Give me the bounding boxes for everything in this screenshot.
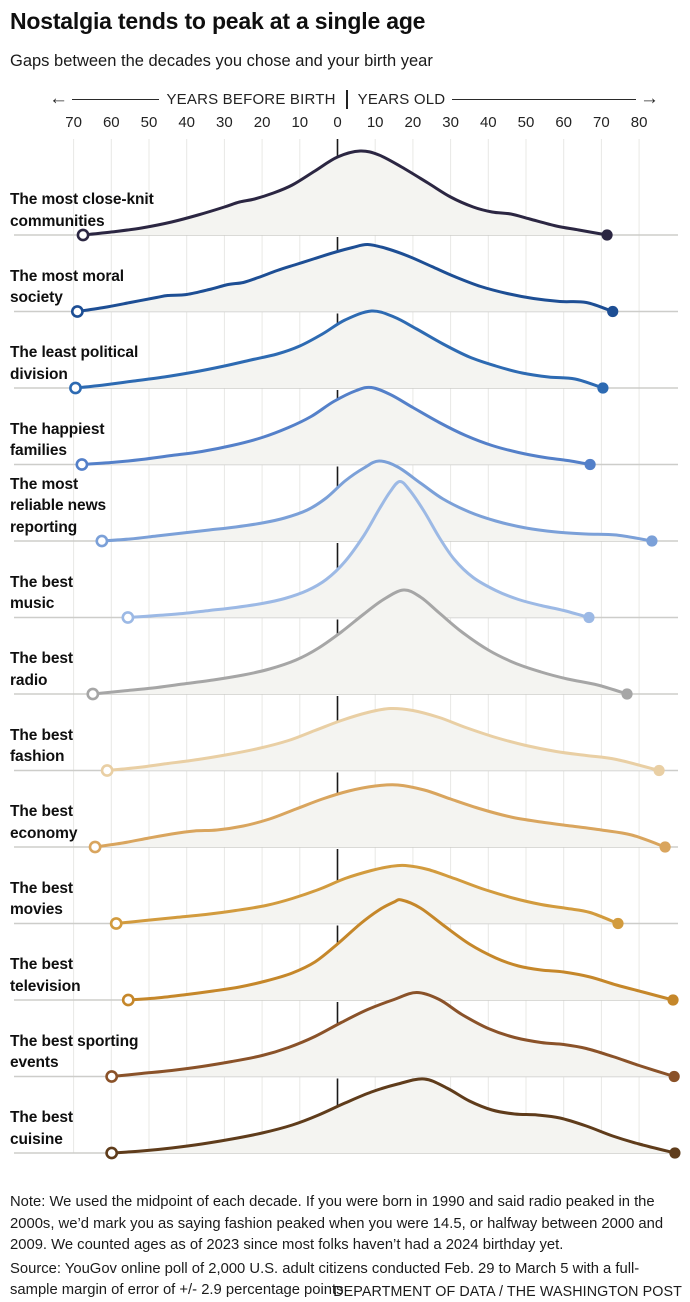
tick-label-20-after: 20 (404, 114, 422, 131)
row-label-the-most-reliable-news-reporting: The most reliable news reporting (10, 475, 107, 536)
ridge-row-12 (14, 991, 680, 1083)
right-end-dot (659, 841, 671, 853)
tick-label-60-before: 60 (102, 114, 120, 131)
tick-label-30-before: 30 (216, 114, 233, 131)
axis-label-years-old: YEARS OLD (357, 90, 446, 108)
tick-label-50-after: 50 (517, 114, 535, 131)
left-end-dot (75, 458, 89, 471)
right-end-dot (607, 305, 619, 318)
right-arrow-icon: → (640, 88, 659, 109)
ridge-row-10 (14, 849, 678, 930)
right-end-dot (597, 382, 609, 394)
ridge-row-13 (14, 1077, 681, 1160)
row-label-the-best-music: The best music (10, 573, 73, 613)
left-end-dot (121, 611, 135, 624)
left-end-dot (95, 534, 109, 548)
axis-rule-right (452, 98, 636, 100)
left-end-dot (86, 687, 100, 701)
ridge-row-2 (14, 237, 678, 318)
right-end-dot (669, 1147, 681, 1159)
tick-label-80-after: 80 (630, 114, 648, 131)
tick-label-50-before: 50 (140, 114, 158, 131)
axis-tick-labels: 70 60 50 40 30 20 10 0 10 20 30 40 50 60 70 80 (0, 114, 690, 134)
left-end-dot (105, 1070, 119, 1083)
tick-label-30-after: 30 (442, 114, 459, 131)
ridge-row-11 (14, 898, 679, 1007)
axis-rule-left (72, 98, 160, 100)
row-label-the-least-political-division: The least political division (10, 344, 139, 383)
page-title: Nostalgia tends to peak at a single age (10, 8, 426, 34)
row-label-the-best-television: The best television (10, 956, 81, 995)
row-label-the-best-economy: The best economy (10, 803, 78, 842)
right-end-dot (583, 611, 595, 624)
tick-label-70-after: 70 (593, 114, 610, 131)
ridge-row-9 (14, 772, 678, 854)
row-label-the-best-cuisine: The best cuisine (10, 1109, 73, 1148)
row-label-the-best-fashion: The best fashion (10, 726, 73, 766)
source-text: Source: YouGov online poll of 2,000 U.S.… (10, 1261, 640, 1298)
right-end-dot (612, 917, 624, 930)
left-end-dot (76, 228, 90, 242)
row-label-the-best-movies: The best movies (10, 879, 73, 919)
source-row: Source: YouGov online poll of 2,000 U.S.… (10, 1259, 682, 1301)
left-end-dot (105, 1146, 119, 1160)
tick-label-40-after: 40 (479, 114, 497, 131)
chart-subtitle: Gaps between the decades you chose and y… (10, 52, 433, 70)
ridge-row-6 (14, 480, 678, 624)
right-end-dot (667, 994, 679, 1006)
axis-direction-header: ← YEARS BEFORE BIRTH YEARS OLD → (49, 88, 659, 110)
left-end-dot (109, 917, 123, 930)
left-end-dot (121, 993, 135, 1007)
tick-label-20-before: 20 (253, 114, 271, 131)
ridge-row-4 (14, 385, 678, 471)
tick-label-70-before: 70 (65, 114, 82, 131)
right-end-dot (646, 535, 658, 547)
ridge-row-3 (14, 309, 678, 395)
ridge-row-7 (14, 588, 678, 701)
row-label-the-happiest-families: The happiest families (10, 420, 105, 460)
left-end-dot (69, 381, 82, 395)
tick-label-10-after: 10 (366, 114, 384, 131)
left-end-dot (70, 305, 84, 318)
row-label-the-most-moral-society: The most moral society (10, 267, 125, 307)
axis-divider (345, 89, 348, 109)
ridge-row-5 (14, 459, 678, 548)
ridge-row-8 (14, 696, 678, 777)
ridge-row-1 (14, 139, 678, 242)
row-label-the-best-sporting-events: The best sporting events (10, 1032, 139, 1072)
axis-label-years-before-birth: YEARS BEFORE BIRTH (166, 90, 336, 108)
right-end-dot (584, 458, 596, 471)
left-end-dot (88, 840, 102, 854)
right-end-dot (653, 764, 665, 777)
right-end-dot (668, 1070, 680, 1083)
tick-label-0-after: 0 (333, 114, 342, 131)
right-end-dot (601, 229, 613, 241)
tick-label-10-before: 10 (291, 114, 309, 131)
tick-label-40-before: 40 (178, 114, 196, 131)
chart-note: Note: We used the midpoint of each decad… (10, 1194, 664, 1253)
left-end-dot (100, 764, 114, 777)
credit-text: DEPARTMENT OF DATA / THE WASHINGTON POST (333, 1284, 682, 1300)
right-end-dot (621, 688, 633, 700)
row-label-the-most-close-knit-communities: The most close-knit communities (10, 191, 154, 230)
row-label-the-best-radio: The best radio (10, 650, 73, 689)
left-arrow-icon: ← (49, 88, 68, 109)
tick-label-60-after: 60 (555, 114, 573, 131)
